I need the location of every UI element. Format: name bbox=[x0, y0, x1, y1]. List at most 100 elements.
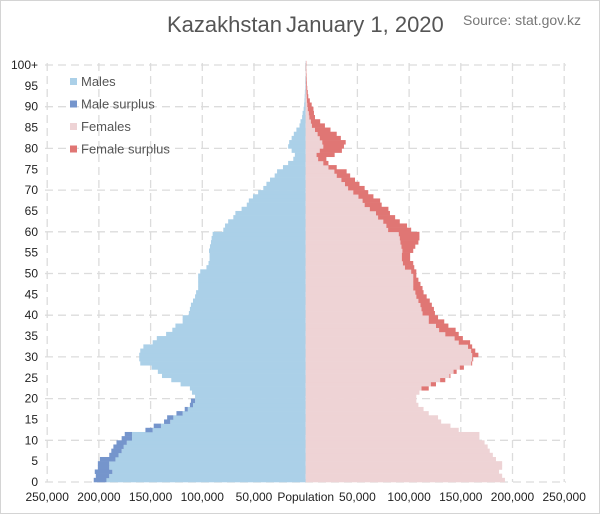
male-bar-age-94 bbox=[305, 85, 306, 91]
female-surplus-bar-age-59 bbox=[398, 231, 420, 237]
female-bar-age-8 bbox=[305, 444, 488, 449]
female-surplus-bar-age-80 bbox=[323, 144, 344, 149]
female-surplus-bar-age-96 bbox=[306, 77, 307, 82]
female-bar-age-77 bbox=[305, 156, 319, 162]
female-surplus-bar-age-92 bbox=[306, 94, 309, 99]
male-surplus-bar-age-4 bbox=[97, 461, 110, 466]
female-bar-age-44 bbox=[305, 294, 417, 299]
female-bar-age-15 bbox=[305, 415, 439, 420]
female-bar-age-24 bbox=[305, 377, 441, 383]
female-bar-age-7 bbox=[305, 448, 490, 454]
male-bar-age-71 bbox=[266, 181, 306, 187]
male-bar-age-90 bbox=[304, 102, 306, 107]
male-bar-age-22 bbox=[189, 386, 306, 391]
female-bar-age-46 bbox=[305, 286, 414, 291]
male-bar-age-34 bbox=[156, 336, 306, 341]
legend-swatch bbox=[70, 100, 77, 108]
female-surplus-bar-age-69 bbox=[353, 190, 369, 195]
male-bar-age-10 bbox=[131, 436, 306, 441]
male-surplus-bar-age-10 bbox=[121, 436, 132, 441]
female-surplus-bar-age-68 bbox=[358, 194, 374, 199]
y-tick-label: 50 bbox=[25, 267, 39, 281]
y-tick-label: 75 bbox=[25, 162, 39, 176]
female-surplus-bar-age-90 bbox=[307, 102, 312, 107]
y-tick-label: 70 bbox=[25, 183, 39, 197]
male-bar-age-84 bbox=[296, 127, 306, 133]
female-bar-age-70 bbox=[305, 185, 349, 191]
female-bar-age-50 bbox=[305, 269, 412, 274]
female-bar-age-74 bbox=[305, 169, 335, 174]
female-bar-age-35 bbox=[305, 331, 446, 337]
y-tick-label: 65 bbox=[25, 204, 39, 218]
female-surplus-bar-age-25 bbox=[449, 373, 451, 379]
female-bar-age-2 bbox=[305, 469, 500, 474]
male-bar-age-83 bbox=[293, 131, 306, 137]
female-bar-age-78 bbox=[305, 152, 317, 158]
male-bar-age-36 bbox=[172, 327, 306, 333]
male-surplus-bar-age-15 bbox=[167, 415, 174, 420]
male-bar-age-11 bbox=[131, 431, 306, 437]
female-surplus-bar-age-88 bbox=[308, 110, 314, 116]
male-bar-age-86 bbox=[300, 119, 306, 124]
male-surplus-bar-age-2 bbox=[94, 469, 113, 474]
female-surplus-bar-age-24 bbox=[440, 377, 446, 383]
female-bar-age-22 bbox=[305, 386, 422, 391]
female-bar-age-27 bbox=[305, 365, 460, 370]
female-bar-age-19 bbox=[305, 398, 417, 404]
female-bar-age-20 bbox=[305, 394, 417, 399]
female-bar-age-41 bbox=[305, 306, 422, 312]
female-bar-age-57 bbox=[305, 240, 401, 245]
male-bar-age-58 bbox=[211, 235, 306, 241]
female-bar-age-80 bbox=[305, 144, 324, 149]
male-bar-age-43 bbox=[192, 298, 306, 303]
male-bar-age-32 bbox=[143, 344, 306, 349]
female-bar-age-33 bbox=[305, 340, 459, 345]
female-surplus-bar-age-97 bbox=[306, 73, 307, 78]
female-bar-age-56 bbox=[305, 244, 402, 249]
male-bar-age-2 bbox=[112, 469, 306, 474]
female-surplus-bar-age-36 bbox=[439, 327, 456, 333]
female-surplus-bar-age-94 bbox=[306, 85, 308, 91]
female-bar-age-73 bbox=[305, 173, 337, 178]
female-bar-age-1 bbox=[305, 473, 503, 479]
female-surplus-bar-age-62 bbox=[383, 219, 400, 224]
female-surplus-bar-age-86 bbox=[310, 119, 321, 124]
female-surplus-bar-age-64 bbox=[376, 210, 390, 216]
female-bar-age-3 bbox=[305, 465, 503, 470]
female-surplus-bar-age-93 bbox=[306, 90, 308, 95]
female-bar-age-43 bbox=[305, 298, 419, 303]
male-surplus-bar-age-8 bbox=[113, 444, 124, 449]
female-bar-age-86 bbox=[305, 119, 311, 124]
female-bar-age-13 bbox=[305, 423, 451, 429]
male-bar-age-80 bbox=[288, 144, 306, 149]
male-bar-age-69 bbox=[258, 190, 306, 195]
female-surplus-bar-age-78 bbox=[316, 152, 335, 158]
x-tick-label: 50,000 bbox=[339, 490, 376, 504]
male-bar-age-39 bbox=[182, 315, 306, 320]
female-bar-age-6 bbox=[305, 452, 493, 458]
female-surplus-bar-age-55 bbox=[402, 248, 414, 253]
male-bar-age-56 bbox=[209, 244, 306, 249]
female-bar-age-37 bbox=[305, 323, 436, 329]
male-bar-age-85 bbox=[299, 123, 306, 128]
male-bar-age-57 bbox=[210, 240, 306, 245]
male-bar-age-46 bbox=[198, 286, 306, 291]
female-surplus-bar-age-89 bbox=[307, 106, 314, 112]
male-bar-age-4 bbox=[109, 461, 306, 466]
x-tick-label: Population bbox=[277, 490, 334, 504]
male-bar-age-70 bbox=[263, 185, 306, 191]
female-bar-age-83 bbox=[305, 131, 318, 137]
male-bar-age-31 bbox=[140, 348, 306, 354]
female-surplus-bar-age-52 bbox=[402, 260, 414, 266]
legend-swatch bbox=[70, 145, 77, 153]
female-bar-age-5 bbox=[305, 456, 496, 462]
male-bar-age-15 bbox=[173, 415, 306, 420]
x-tick-label: 150,000 bbox=[129, 490, 173, 504]
male-bar-age-63 bbox=[233, 215, 306, 220]
female-bar-age-62 bbox=[305, 219, 384, 224]
female-surplus-bar-age-82 bbox=[319, 135, 341, 141]
male-bar-age-40 bbox=[188, 311, 306, 316]
female-bar-age-40 bbox=[305, 311, 423, 316]
male-bar-age-30 bbox=[139, 352, 306, 358]
